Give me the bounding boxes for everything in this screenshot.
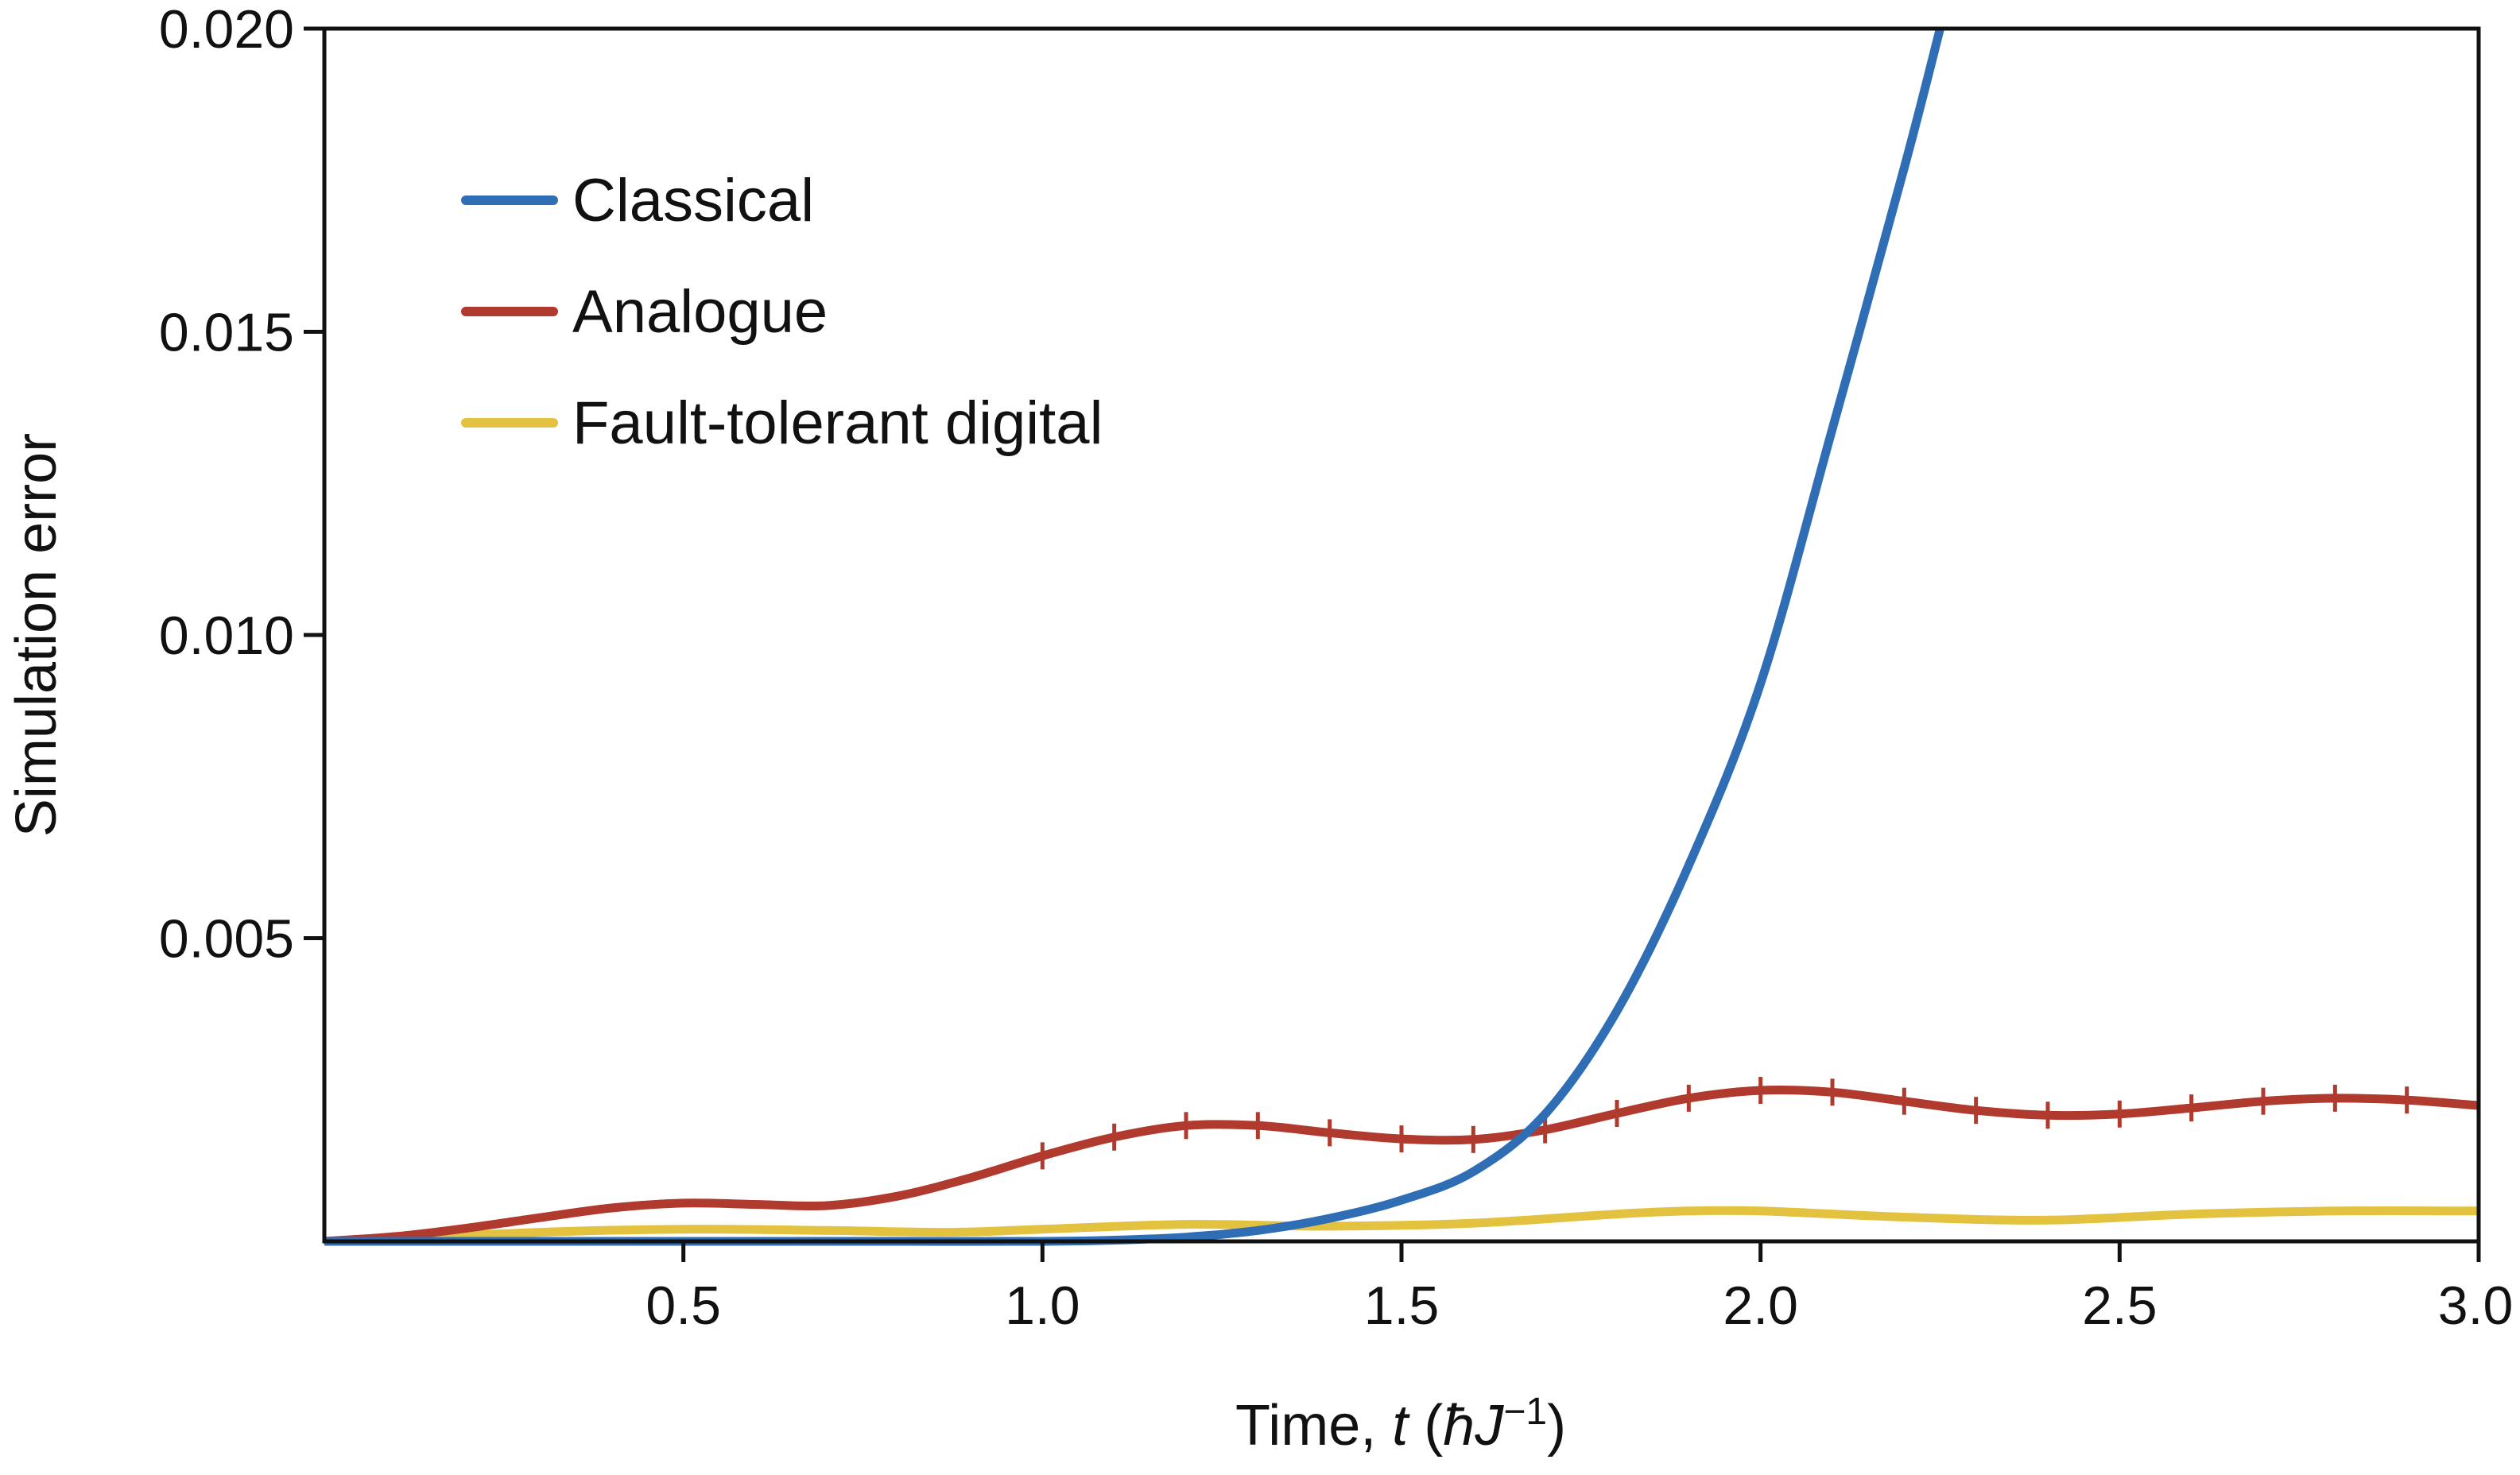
- x-axis-title-open: (: [1408, 1394, 1443, 1458]
- x-tick-label: 1.0: [1005, 1276, 1080, 1336]
- legend-label: Fault-tolerant digital: [572, 389, 1103, 457]
- x-axis-title-close: ): [1547, 1394, 1566, 1458]
- series-layer: [324, 27, 2479, 1246]
- x-tick-label: 0.5: [646, 1276, 721, 1336]
- legend: Classical Analogue Fault-tolerant digital: [461, 167, 1103, 457]
- x-axis-title-prefix: Time,: [1235, 1394, 1392, 1458]
- x-tick-label: 1.5: [1364, 1276, 1440, 1336]
- y-tick-label: 0.010: [159, 606, 294, 666]
- y-tick-label: 0.020: [159, 0, 294, 60]
- series-line-fault-tolerant-digital: [410, 1206, 2479, 1243]
- y-axis: 0.005 0.010 0.015 0.020: [159, 0, 324, 970]
- x-axis: 0.5 1.0 1.5 2.0 2.5 3.0: [646, 1241, 2513, 1336]
- y-axis-title: Simulation error: [5, 433, 68, 837]
- x-axis-title-t: t: [1392, 1394, 1410, 1458]
- x-tick-label: 3.0: [2438, 1276, 2514, 1336]
- x-tick-label: 2.0: [1723, 1276, 1798, 1336]
- x-axis-title-exponent: −1: [1503, 1391, 1547, 1433]
- legend-label: Classical: [572, 167, 814, 234]
- legend-label: Analogue: [572, 278, 828, 346]
- y-tick-label: 0.005: [159, 909, 294, 970]
- x-tick-label: 2.5: [2082, 1276, 2158, 1336]
- x-axis-title: Time, t (ħJ−1): [1235, 1391, 1566, 1458]
- x-axis-title-j: J: [1474, 1394, 1504, 1458]
- x-axis-title-hbar: ħ: [1443, 1394, 1475, 1458]
- y-tick-label: 0.015: [159, 303, 294, 363]
- series-line-classical: [324, 27, 1944, 1246]
